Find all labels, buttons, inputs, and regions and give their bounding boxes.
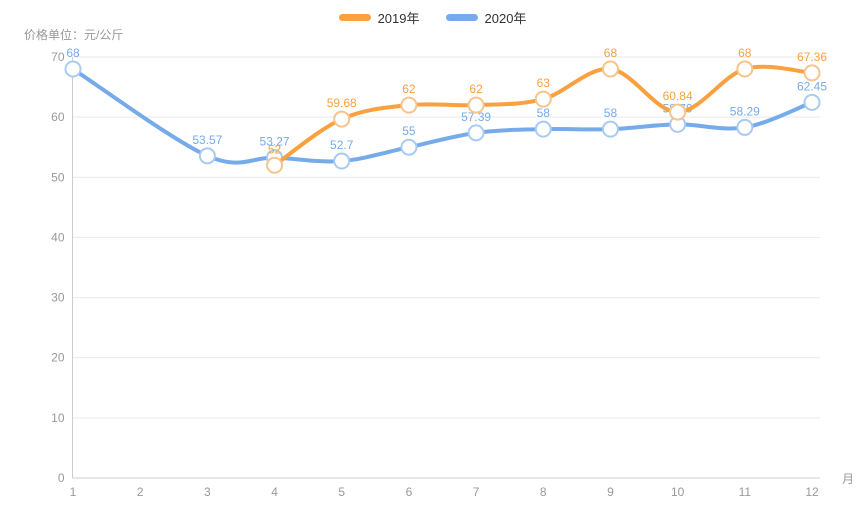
data-point-2020年-m11[interactable] [736,118,754,136]
data-label-2019年: 62 [469,82,483,96]
x-tick-label: 5 [338,485,345,499]
y-tick-label: 10 [51,411,65,425]
legend-marker-2020-icon [445,14,478,21]
y-tick-label: 50 [51,170,65,184]
data-label-2019年: 59.68 [327,96,357,110]
data-point-2019年-m12[interactable] [803,64,821,82]
legend-marker-2019-icon [338,14,371,21]
data-label-2020年: 52.7 [330,138,354,152]
y-tick-label: 30 [51,291,65,305]
x-tick-label: 2 [137,485,144,499]
data-label-2020年: 62.45 [797,79,827,93]
y-tick-label: 40 [51,230,65,244]
data-label-2020年: 58 [537,106,551,120]
legend-item-2020[interactable]: 2020年 [445,8,527,27]
data-label-2019年: 67.36 [797,50,827,64]
y-tick-label: 70 [51,50,65,64]
x-tick-label: 8 [540,485,547,499]
data-point-2019年-m7[interactable] [467,96,485,114]
x-tick-label: 6 [406,485,413,499]
data-label-2019年: 68 [738,46,752,60]
data-label-2020年: 68 [66,46,80,60]
data-label-2020年: 58.29 [730,104,760,118]
data-point-2020年-m5[interactable] [333,152,351,170]
data-point-2020年-m8[interactable] [534,120,552,138]
data-point-2020年-m1[interactable] [64,60,82,78]
y-tick-label: 0 [58,471,65,485]
data-point-2020年-m6[interactable] [400,138,418,156]
data-point-2020年-m12[interactable] [803,93,821,111]
data-point-2019年-m5[interactable] [333,110,351,128]
legend-item-2019[interactable]: 2019年 [338,8,420,27]
data-label-2019年: 63 [537,76,551,90]
data-label-2019年: 52 [268,142,282,156]
data-label-2019年: 62 [402,82,416,96]
x-axis-name: 月 [842,472,854,486]
data-label-2019年: 68 [604,46,618,60]
data-point-2020年-m7[interactable] [467,124,485,142]
x-tick-label: 4 [271,485,278,499]
data-point-2019年-m9[interactable] [601,60,619,78]
data-label-2020年: 58 [604,106,618,120]
data-label-2020年: 55 [402,124,416,138]
x-tick-label: 12 [805,485,819,499]
data-point-2019年-m4[interactable] [266,156,284,174]
data-label-2020年: 53.27 [260,135,290,149]
data-point-2019年-m11[interactable] [736,60,754,78]
data-point-2019年-m10[interactable] [669,103,687,121]
y-tick-label: 60 [51,110,65,124]
data-label-2019年: 60.84 [663,89,693,103]
legend-label-2019: 2019年 [377,11,420,26]
data-point-2019年-m6[interactable] [400,96,418,114]
x-tick-label: 9 [607,485,614,499]
data-point-2019年-m8[interactable] [534,90,552,108]
data-label-2020年: 53.57 [192,133,222,147]
data-point-2020年-m3[interactable] [198,147,216,165]
legend-label-2020: 2020年 [484,11,527,26]
x-tick-label: 10 [671,485,685,499]
x-tick-label: 11 [739,485,752,499]
x-tick-label: 3 [204,485,211,499]
y-axis-title: 价格单位：元/公斤 [24,28,124,42]
y-tick-label: 20 [51,351,65,365]
legend: 2019年 2020年 [0,8,865,27]
series-line-2020年 [71,67,814,165]
x-tick-label: 1 [70,485,77,499]
x-tick-label: 7 [473,485,480,499]
data-point-2020年-m9[interactable] [601,120,619,138]
data-label-2020年: 57.39 [461,110,491,124]
